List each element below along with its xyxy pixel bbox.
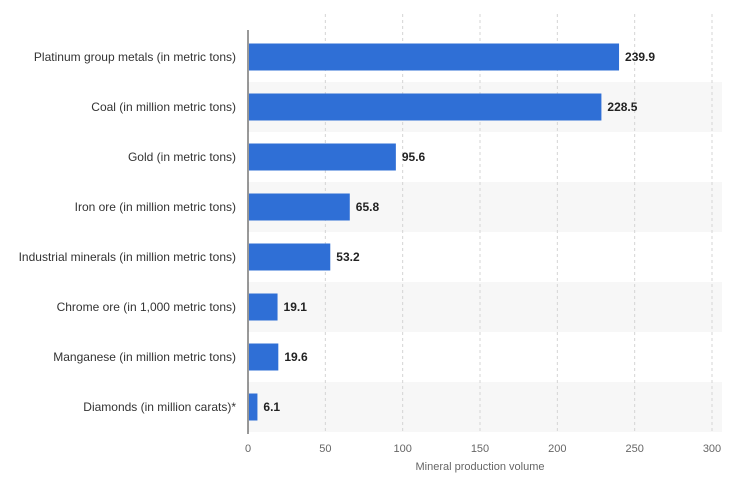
x-tick-label: 200	[548, 443, 566, 455]
category-label-line: Coal (in million metric tons)	[91, 100, 236, 114]
bar	[249, 193, 350, 221]
category-label-line: Platinum group metals (in metric tons)	[34, 50, 236, 64]
category-labels: Platinum group metals (in metric tons) Co…	[19, 50, 237, 414]
row-bands	[248, 82, 722, 432]
category-label: Manganese (in million metric tons)	[53, 350, 236, 364]
value-label: 19.1	[284, 300, 308, 314]
value-label: 228.5	[607, 100, 637, 114]
category-label: Iron ore (in million metric tons)	[75, 200, 236, 214]
bar	[249, 393, 258, 421]
category-label-line: Diamonds (in million carats)*	[83, 400, 236, 414]
category-label-line: Gold (in metric tons)	[128, 150, 236, 164]
category-label-line: Manganese (in million metric tons)	[53, 350, 236, 364]
value-labels: 239.9 228.5 95.6 65.8 53.2 19.1 19.6 6.1	[263, 50, 655, 414]
value-label: 19.6	[284, 350, 308, 364]
value-label: 239.9	[625, 50, 655, 64]
x-tick-label: 150	[471, 443, 489, 455]
value-label: 6.1	[263, 400, 280, 414]
bar	[249, 243, 331, 271]
value-label: 53.2	[336, 250, 360, 264]
row-band	[248, 382, 722, 432]
bars	[249, 43, 620, 421]
x-tick-label: 100	[393, 443, 411, 455]
value-label: 95.6	[402, 150, 426, 164]
bar	[249, 293, 278, 321]
bar	[249, 143, 396, 171]
bar	[249, 43, 620, 71]
category-label: Diamonds (in million carats)*	[83, 400, 236, 414]
x-axis-title: Mineral production volume	[415, 461, 544, 473]
category-label: Industrial minerals (in million metric t…	[19, 250, 236, 264]
category-label-line: Industrial minerals (in million metric t…	[19, 250, 236, 264]
bar	[249, 343, 279, 371]
gridlines	[324, 14, 713, 432]
x-tick-label: 50	[319, 443, 331, 455]
bar	[249, 93, 602, 121]
row-band	[248, 282, 722, 332]
x-tick-label: 0	[245, 443, 251, 455]
x-tick-label: 300	[703, 443, 721, 455]
category-label: Chrome ore (in 1,000 metric tons)	[57, 300, 236, 314]
category-label: Gold (in metric tons)	[128, 150, 236, 164]
category-label: Platinum group metals (in metric tons)	[34, 50, 236, 64]
category-label-line: Chrome ore (in 1,000 metric tons)	[57, 300, 236, 314]
category-label-line: Iron ore (in million metric tons)	[75, 200, 236, 214]
value-label: 65.8	[356, 200, 380, 214]
category-label: Coal (in million metric tons)	[91, 100, 236, 114]
x-tick-label: 250	[625, 443, 643, 455]
x-tick-labels: 0 50 100 150 200 250 300	[245, 443, 721, 455]
